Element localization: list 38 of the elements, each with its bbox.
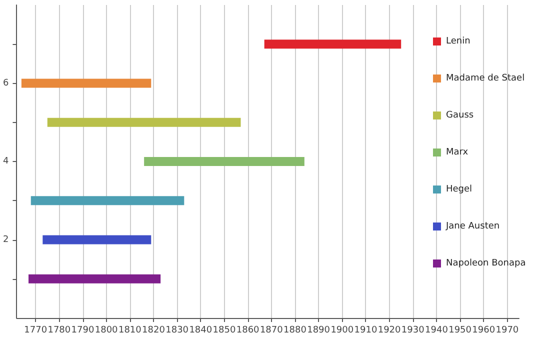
x-tick-label: 1920 bbox=[378, 326, 402, 336]
x-tick-label: 1800 bbox=[94, 326, 118, 336]
x-tick-label: 1880 bbox=[284, 326, 307, 336]
y-tick-label: 2 bbox=[2, 234, 9, 245]
legend-label: Gauss bbox=[446, 110, 474, 120]
x-tick-label: 1860 bbox=[236, 326, 260, 336]
x-tick-label: 1950 bbox=[448, 326, 472, 336]
x-tick-label: 1910 bbox=[354, 326, 378, 336]
bar bbox=[47, 118, 241, 127]
x-tick-label: 1830 bbox=[166, 326, 189, 336]
x-tick-label: 1930 bbox=[401, 326, 425, 336]
x-tick-label: 1970 bbox=[496, 326, 519, 336]
x-tick-label: 1900 bbox=[330, 326, 354, 336]
x-tick-label: 1780 bbox=[48, 326, 71, 336]
bar bbox=[30, 196, 184, 206]
x-tick-label: 1940 bbox=[425, 326, 448, 336]
legend-label: Madame de Stael bbox=[446, 74, 525, 84]
legend-label: Hegel bbox=[446, 184, 472, 194]
legend-label: Lenin bbox=[446, 36, 470, 46]
y-tick-label: 4 bbox=[2, 156, 9, 166]
x-tick-label: 1870 bbox=[260, 326, 284, 336]
legend-label: Jane Austen bbox=[445, 222, 500, 232]
bar bbox=[144, 157, 304, 166]
bar bbox=[42, 235, 152, 244]
x-tick-label: 1820 bbox=[142, 326, 166, 336]
legend-label: Napoleon Bonapa bbox=[446, 258, 526, 268]
x-tick-label: 1890 bbox=[307, 326, 330, 336]
x-tick-label: 1960 bbox=[472, 326, 496, 336]
x-tick-label: 1770 bbox=[24, 326, 48, 336]
y-tick-label: 6 bbox=[2, 78, 9, 88]
x-tick-label: 1850 bbox=[212, 326, 236, 336]
bar bbox=[21, 78, 152, 88]
bar bbox=[264, 40, 402, 49]
x-tick-label: 1840 bbox=[189, 326, 212, 336]
x-tick-label: 1790 bbox=[71, 326, 94, 336]
bar bbox=[28, 274, 161, 284]
legend-label: Marx bbox=[446, 148, 469, 158]
x-tick-label: 1810 bbox=[118, 326, 142, 336]
